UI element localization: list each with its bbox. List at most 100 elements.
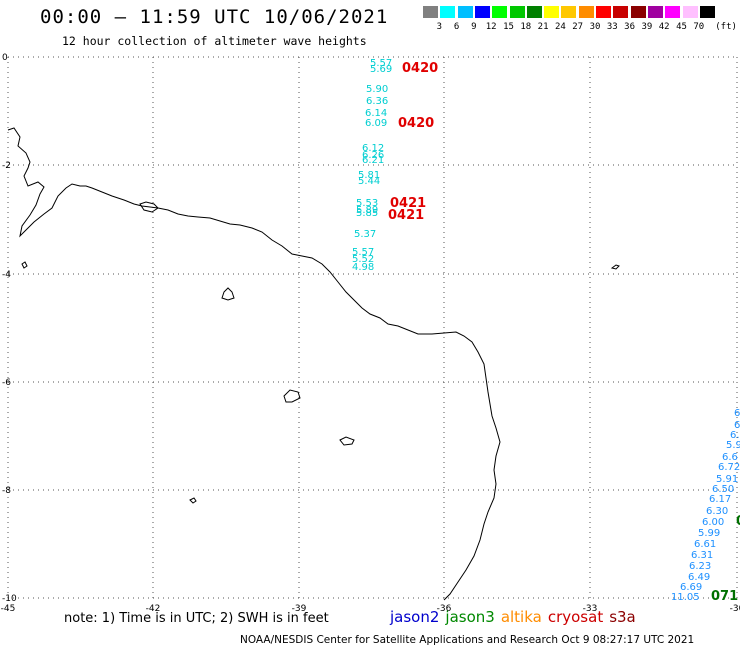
lon-tick-label: -30 (730, 604, 740, 614)
axis-labels: 0 -2 -4 -6 -8 -10-45 -42 -39 -36 -33 -30 (1, 53, 740, 614)
legend-swatch (595, 5, 612, 19)
legend-swatch (629, 5, 647, 19)
lat-tick-label: -6 (2, 378, 11, 388)
lat-tick-label: -10 (2, 594, 17, 604)
swh-value: 6.30 (706, 506, 728, 517)
legend-tick: 39 (641, 22, 653, 32)
swh-value: 5.44 (358, 176, 380, 187)
swh-value: 6.17 (709, 494, 731, 505)
legend-tick: 6 (453, 22, 460, 32)
swh-value: 6.00 (702, 517, 724, 528)
swh-value: 6.12 (362, 143, 384, 154)
island-outline (189, 497, 197, 504)
legend-swatch (577, 5, 595, 19)
legend-tick: 36 (624, 22, 636, 32)
swh-value: 11.05 (671, 592, 700, 603)
legend-swatch (473, 5, 491, 19)
swh-value: 6.36 (366, 96, 388, 107)
legend-tick: 24 (554, 22, 566, 32)
lon-tick-label: -36 (437, 604, 452, 614)
footer-note: note: 1) Time is in UTC; 2) SWH is in fe… (64, 611, 329, 626)
satellite-cryosat: cryosat (547, 608, 604, 626)
altimeter-track-1: 5.575.695.906.366.146.096.126.266.215.81… (352, 58, 438, 273)
island-outline (283, 389, 301, 403)
swh-value: 6 (734, 408, 740, 419)
swh-value: 6 (734, 420, 740, 431)
swh-value: 5.99 (698, 528, 720, 539)
altimeter-track-2: 666.5.96.66.725.916.506.176.306.005.996.… (671, 408, 740, 604)
lon-tick-label: -45 (1, 604, 16, 614)
footer-credit: NOAA/NESDIS Center for Satellite Applica… (240, 634, 695, 646)
legend-tick: 33 (606, 22, 618, 32)
pass-time-label: 0 (736, 514, 740, 529)
legend-swatch (698, 5, 716, 19)
swh-value: 6.23 (689, 561, 711, 572)
swh-value: 5.37 (354, 229, 376, 240)
swh-value: 5.91 (716, 474, 738, 485)
lat-tick-label: -4 (2, 270, 11, 280)
island-outline (139, 201, 159, 213)
legend-unit: (ft) (715, 22, 737, 32)
page-title: 00:00 – 11:59 UTC 10/06/2021 (40, 6, 389, 28)
legend-swatch (543, 5, 561, 19)
pass-time-label: 0421 (390, 196, 426, 211)
coastline-path (7, 127, 501, 601)
swh-value: 5.81 (358, 170, 380, 181)
lat-tick-label: -8 (2, 486, 11, 496)
legend-swatch (612, 5, 630, 19)
lat-lon-grid (7, 56, 738, 599)
swh-value: 5.52 (352, 254, 374, 265)
coastline (7, 127, 620, 601)
swh-value: 5.90 (366, 84, 388, 95)
pass-time-label: 0421 (388, 208, 424, 223)
legend-tick: 42 (658, 22, 670, 32)
legend-tick: 21 (537, 22, 549, 32)
legend-swatch (456, 5, 474, 19)
legend-tick: 9 (471, 22, 477, 32)
island-outline (21, 261, 28, 269)
legend-tick: 45 (676, 22, 687, 32)
swh-value: 6.50 (712, 484, 734, 495)
island-outline (221, 287, 235, 301)
legend-swatch (681, 5, 699, 19)
satellite-s3a: s3a (609, 608, 636, 626)
legend-swatch (525, 5, 543, 19)
legend-tick: 70 (693, 22, 705, 32)
swh-value: 6.09 (365, 118, 387, 129)
legend-tick: 12 (485, 22, 497, 32)
pass-time-label: 071 (711, 589, 738, 604)
swh-value: 5.85 (356, 208, 378, 219)
legend-swatch (664, 5, 682, 19)
swh-value: 5.69 (370, 64, 392, 75)
swh-value: 6.72 (718, 462, 740, 473)
legend-swatch (422, 5, 439, 19)
lon-tick-label: -39 (292, 604, 307, 614)
lon-tick-label: -33 (583, 604, 598, 614)
legend-tick: 30 (589, 22, 601, 32)
lat-tick-label: 0 (2, 53, 8, 63)
swh-value: 6.26 (362, 150, 384, 161)
island-outline (610, 264, 620, 270)
legend-swatch (491, 5, 509, 19)
lat-tick-label: -2 (2, 161, 11, 171)
legend-tick: 15 (503, 22, 514, 32)
swh-value: 6.61 (694, 539, 716, 550)
legend-swatch (560, 5, 578, 19)
swh-value: 6. (730, 430, 740, 441)
pass-time-label: 0420 (402, 61, 438, 76)
satellite-jason2: jason2 (390, 608, 440, 626)
legend-swatch (646, 5, 664, 19)
satellite-legend: jason2 jason3 altika cryosat s3a (390, 608, 642, 626)
satellite-altika: altika (500, 608, 542, 626)
legend-tick: 27 (572, 22, 584, 32)
island-outline (339, 436, 355, 446)
swh-value: 5.9 (726, 440, 740, 451)
legend-swatch (439, 5, 457, 19)
page-subtitle: 12 hour collection of altimeter wave hei… (62, 34, 367, 48)
legend-tick: 3 (436, 22, 443, 32)
swh-value: 5.57 (352, 247, 374, 258)
swh-value: 5.89 (356, 205, 378, 216)
swh-value: 6.14 (365, 108, 387, 119)
swh-value: 4.98 (352, 262, 374, 273)
